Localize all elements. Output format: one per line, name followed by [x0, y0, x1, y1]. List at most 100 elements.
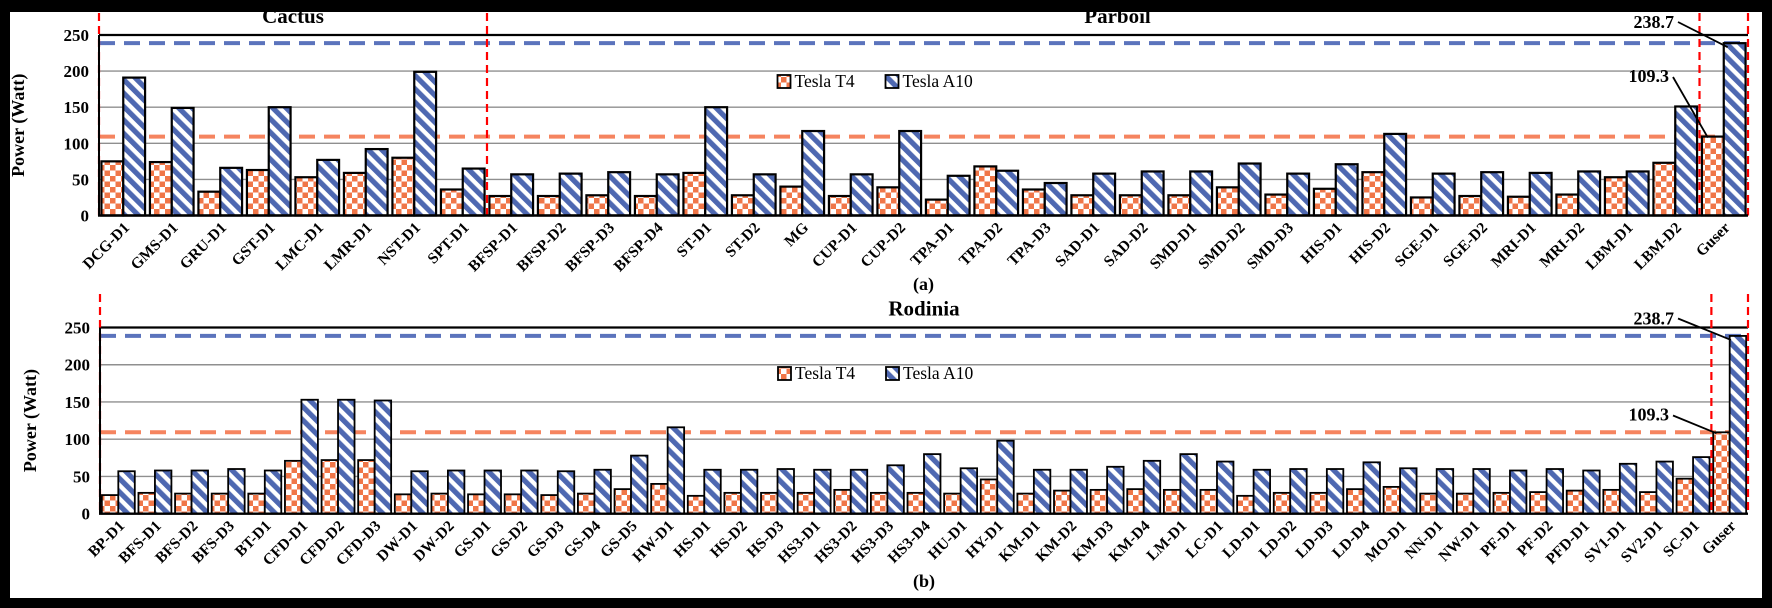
annotation-a10-max: 238.7 [1634, 12, 1675, 32]
bar-a10-LBM-D2 [1674, 105, 1699, 217]
bar-a10-BFSP-D2 [558, 172, 583, 217]
bar-a10-LBM-D1 [1625, 170, 1650, 217]
bar-a10-TPA-D2 [995, 169, 1020, 217]
bar-a10-PFD-D1 [1582, 469, 1601, 515]
bar-a10-GS-D3 [556, 470, 576, 515]
bar-a10-TPA-D1 [946, 174, 971, 217]
bar-a10-BFS-D2 [190, 469, 209, 515]
y-tick-label: 150 [65, 393, 91, 412]
y-tick-label: 50 [72, 170, 89, 189]
bar-a10-LM-D1 [1179, 453, 1198, 515]
bar-a10-LMC-D1 [316, 158, 341, 217]
bar-a10-PF-D1 [1509, 469, 1528, 515]
bar-t4-HS-D1 [686, 494, 706, 515]
bar-a10-SMD-D2 [1237, 162, 1262, 217]
bar-t4-PFD-D1 [1565, 489, 1585, 515]
bar-a10-DCG-D1 [122, 76, 147, 217]
bar-t4-BFSP-D1 [488, 194, 513, 217]
bar-t4-SGE-D2 [1458, 194, 1483, 217]
bar-t4-GS-D5 [613, 488, 632, 515]
legend-tesla-a10-swatch-icon [884, 74, 900, 89]
bar-a10-GS-D1 [483, 469, 502, 515]
bar-a10-PF-D2 [1545, 468, 1564, 515]
bar-a10-HS3-D1 [813, 468, 832, 515]
bar-t4-SGE-D1 [1409, 196, 1434, 217]
bar-a10-HS-D1 [703, 468, 722, 515]
bar-t4-CUP-D2 [876, 186, 901, 217]
bar-t4-SMD-D3 [1264, 193, 1289, 217]
bar-t4-SAD-D2 [1118, 194, 1143, 217]
bar-t4-SMD-D1 [1167, 194, 1192, 217]
bar-a10-LD-D1 [1252, 468, 1271, 515]
bar-a10-GS-D4 [593, 468, 612, 515]
bar-t4-GST-D1 [245, 168, 270, 217]
legend-tesla-t4-swatch-icon [776, 74, 792, 89]
bar-a10-HIS-D1 [1334, 163, 1359, 217]
bar-t4-HIS-D2 [1361, 171, 1386, 217]
bar-a10-CFD-D2 [337, 398, 356, 515]
annotation-a10-max: 238.7 [1634, 309, 1675, 329]
bar-a10-LD-D4 [1362, 461, 1381, 515]
bar-a10-SAD-D2 [1140, 170, 1165, 217]
bar-t4-LM-D1 [1162, 488, 1182, 515]
bar-a10-GST-D1 [267, 106, 292, 217]
bar-t4-KM-D3 [1089, 488, 1109, 515]
bar-t4-BFSP-D4 [633, 194, 658, 217]
y-tick-label: 50 [73, 467, 90, 486]
bar-a10-LD-D2 [1289, 468, 1308, 515]
bar-t4-BP-D1 [100, 494, 120, 515]
y-tick-label: 250 [64, 26, 90, 45]
bar-a10-GS-D2 [520, 469, 539, 515]
bar-a10-NN-D1 [1435, 468, 1455, 515]
bar-t4-ST-D1 [682, 171, 707, 217]
group-title: Cactus [262, 4, 324, 28]
bar-a10-HS3-D4 [923, 453, 942, 515]
y-axis-title: Power (Watt) [20, 369, 41, 472]
bar-t4-PF-D2 [1529, 491, 1548, 515]
bar-t4-HS3-D2 [833, 488, 852, 515]
bar-t4-DW-D2 [430, 492, 449, 515]
bar-a10-LD-D3 [1325, 468, 1345, 515]
bar-t4-SPT-D1 [439, 188, 464, 217]
y-axis-title: Power (Watt) [8, 74, 29, 177]
bar-t4-KM-D1 [1016, 492, 1035, 515]
bar-a10-KM-D1 [1032, 468, 1052, 515]
bar-a10-HW-D1 [666, 426, 686, 515]
bar-a10-SGE-D2 [1480, 171, 1505, 217]
bar-t4-SC-D1 [1675, 477, 1694, 515]
bar-a10-MRI-D1 [1528, 171, 1553, 217]
bar-a10-NW-D1 [1472, 468, 1491, 515]
bar-a10-HS3-D3 [886, 464, 905, 515]
y-tick-label: 0 [81, 207, 90, 226]
bar-t4-Guser [1700, 135, 1725, 217]
bar-t4-LMR-D1 [342, 171, 367, 217]
bar-a10-BFSP-D4 [655, 173, 680, 217]
bar-a10-Guser [1728, 335, 1748, 515]
bar-a10-LMR-D1 [364, 147, 389, 217]
bar-a10-SC-D1 [1692, 456, 1711, 515]
bar-a10-KM-D2 [1069, 468, 1088, 515]
bar-a10-BFS-D3 [227, 468, 246, 515]
bar-a10-TPA-D3 [1043, 181, 1068, 217]
bar-t4-HS-D3 [760, 491, 779, 515]
legend-tesla-t4-label: Tesla T4 [795, 363, 855, 383]
bar-t4-LMC-D1 [294, 176, 319, 217]
y-tick-label: 200 [65, 356, 91, 375]
annotation-t4-callout-line [1672, 76, 1709, 139]
bar-t4-HS-D2 [723, 491, 742, 515]
bar-t4-TPA-D3 [1021, 188, 1046, 217]
annotation-t4-callout-line [1672, 414, 1717, 435]
bar-a10-BFSP-D3 [607, 171, 632, 217]
bar-t4-SMD-D2 [1215, 186, 1240, 217]
bar-t4-Guser [1712, 431, 1731, 515]
bar-t4-KM-D2 [1053, 489, 1072, 515]
bar-t4-KM-D4 [1126, 488, 1145, 515]
bar-a10-BFSP-D1 [510, 173, 535, 217]
bar-t4-HW-D1 [650, 483, 669, 515]
bar-a10-HU-D1 [959, 467, 979, 515]
bar-a10-CUP-D2 [898, 129, 923, 217]
bar-t4-SAD-D1 [1070, 194, 1095, 217]
bar-a10-SPT-D1 [461, 167, 486, 217]
bar-a10-ST-D1 [704, 106, 729, 217]
